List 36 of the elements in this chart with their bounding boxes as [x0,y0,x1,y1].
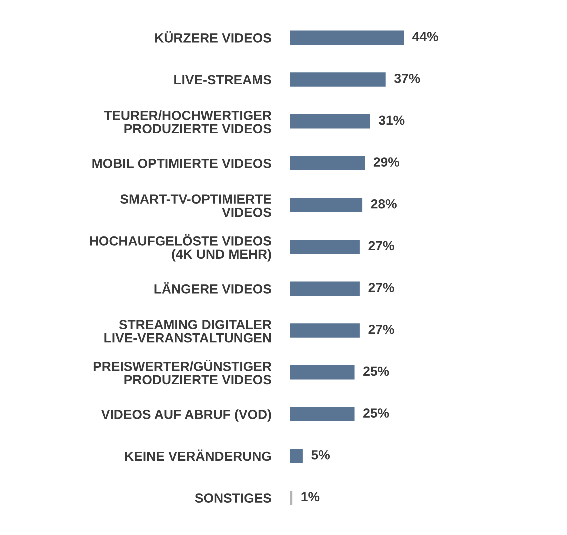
y-tick-label: LIVE-STREAMS [174,75,272,85]
bar [290,240,360,254]
data-label: 29% [374,158,400,167]
bar [290,282,360,296]
bar [290,490,293,506]
y-tick-label: PREISWERTER/GÜNSTIGER PRODUZIERTE VIDEOS [94,360,272,385]
data-label: 25% [364,408,390,418]
y-tick-label: LÄNGERE VIDEOS [154,282,272,294]
y-tick-label: TEURER/HOCHWERTIGER PRODUZIERTE VIDEOS [104,110,272,134]
y-tick-label: HOCHAUFGELÖSTE VIDEOS (4K UND MEHR) [90,234,272,262]
data-label: 27% [368,241,394,251]
y-tick-label: STREAMING DIGITALER LIVE-VERANSTALTUNGEN [104,320,272,343]
data-label: 25% [364,366,390,376]
y-tick-label: KEINE VERÄNDERUNG [125,450,272,462]
y-tick-label: KÜRZERE VIDEOS [156,31,272,43]
y-tick-label: VIDEOS AUF ABRUF (VOD) [101,410,272,422]
data-label: 1% [302,492,320,502]
data-label: 44% [412,32,438,42]
bar [290,114,370,129]
bar [290,407,355,422]
bar [290,156,366,171]
bar [290,72,386,87]
bar [290,365,355,380]
data-label: 28% [371,199,397,209]
data-label: 31% [378,116,405,126]
y-tick-label: SONSTIGES [195,494,272,503]
data-label: 37% [394,74,420,84]
y-tick-label: SMART-TV-OPTIMIERTE VIDEOS [120,194,272,218]
bar [290,449,303,464]
bar [290,30,404,46]
y-tick-label: MOBIL OPTIMIERTE VIDEOS [92,158,272,168]
data-label: 27% [368,324,394,334]
bar [290,324,360,338]
bar [290,198,363,212]
data-label: 5% [312,450,330,460]
data-label: 27% [368,283,394,292]
